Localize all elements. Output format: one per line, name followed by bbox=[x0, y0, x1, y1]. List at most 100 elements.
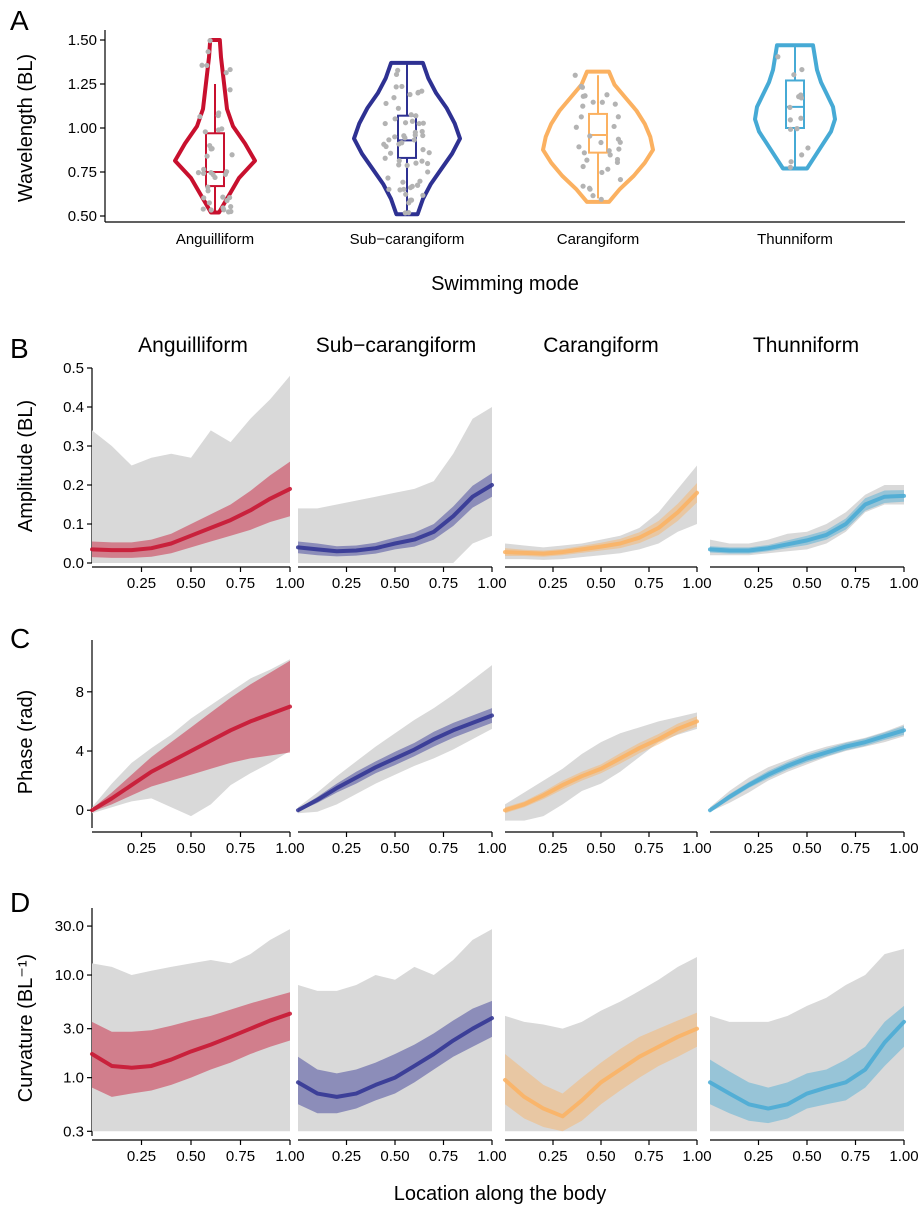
facet-title-sub-carangiform: Sub−carangiform bbox=[316, 334, 477, 357]
data-point-sub-carangiform bbox=[393, 71, 400, 78]
x-tick-label-carangiform: 0.50 bbox=[586, 1148, 615, 1165]
data-point-carangiform bbox=[587, 133, 593, 139]
data-point-sub-carangiform bbox=[425, 169, 431, 175]
data-point-carangiform bbox=[598, 139, 604, 146]
panel-a-x-axis-title: Swimming mode bbox=[431, 273, 579, 295]
panel-label-d: D bbox=[10, 887, 30, 918]
data-point-sub-carangiform bbox=[382, 120, 388, 127]
data-point-anguilliform bbox=[204, 62, 210, 69]
data-point-carangiform bbox=[605, 166, 611, 172]
data-point-anguilliform bbox=[227, 66, 233, 73]
x-tick-label-thunniform: 1.00 bbox=[889, 575, 918, 592]
mean-line-thunniform bbox=[708, 728, 906, 813]
data-point-sub-carangiform bbox=[395, 67, 401, 73]
panel-b-y-axis-title: Amplitude (BL) bbox=[15, 400, 37, 532]
data-point-anguilliform bbox=[215, 112, 221, 119]
panel-label-a: A bbox=[10, 5, 29, 36]
x-tick-label-sub-carangiform: 0.75 bbox=[429, 575, 458, 592]
x-tick-label-sub-carangiform: 0.75 bbox=[429, 840, 458, 857]
mean-line-sub-carangiform bbox=[296, 483, 494, 554]
band-carangiform bbox=[505, 1012, 697, 1132]
band-anguilliform bbox=[92, 660, 290, 812]
data-point-anguilliform bbox=[228, 204, 234, 210]
panel-a-y-tick-label: 1.00 bbox=[68, 120, 97, 137]
panelC-y-tick-label: 4 bbox=[76, 743, 84, 760]
data-point-sub-carangiform bbox=[396, 162, 402, 168]
band-carangiform bbox=[505, 483, 697, 557]
panelB-y-tick-label: 0.3 bbox=[63, 438, 84, 455]
panelC-facet-carangiform: 0.25 0.50 0.75 1.00 bbox=[503, 712, 712, 857]
data-point-anguilliform bbox=[229, 152, 235, 158]
data-point-carangiform bbox=[615, 114, 621, 120]
data-point-sub-carangiform bbox=[404, 162, 410, 168]
violin-carangiform bbox=[541, 69, 655, 204]
panelC-facet-thunniform: 0.25 0.50 0.75 1.00 bbox=[708, 724, 919, 857]
data-point-sub-carangiform bbox=[392, 116, 398, 122]
x-tick-label-anguilliform: 0.25 bbox=[127, 575, 156, 592]
envelope-sub-carangiform bbox=[298, 665, 492, 814]
x-tick-label-sub-carangiform: 0.50 bbox=[380, 840, 409, 857]
data-point-anguilliform bbox=[206, 200, 212, 206]
data-point-anguilliform bbox=[208, 169, 214, 176]
x-tick-label-thunniform: 1.00 bbox=[889, 840, 918, 857]
data-point-sub-carangiform bbox=[426, 150, 432, 156]
x-tick-label-thunniform: 0.50 bbox=[792, 1148, 821, 1165]
mean-line-sub-carangiform bbox=[296, 713, 494, 813]
data-point-sub-carangiform bbox=[413, 160, 419, 166]
x-tick-label-anguilliform: 0.75 bbox=[226, 840, 255, 857]
x-tick-label-carangiform: 0.75 bbox=[634, 840, 663, 857]
mean-line-carangiform bbox=[503, 719, 699, 813]
data-point-sub-carangiform bbox=[396, 158, 402, 164]
panel-b-amplitude-chart: 0.00.10.20.30.40.50.25 0.50 0.75 1.00 0.25 0.… bbox=[63, 360, 918, 592]
violin-sub-carangiform bbox=[352, 60, 462, 217]
panelD-y-tick-label: 10.0 bbox=[55, 967, 84, 984]
violin-thunniform bbox=[753, 43, 837, 171]
data-point-carangiform bbox=[614, 156, 621, 163]
data-point-thunniform bbox=[787, 164, 793, 170]
data-point-sub-carangiform bbox=[396, 141, 402, 147]
x-tick-label-carangiform: 0.50 bbox=[586, 840, 615, 857]
data-point-sub-carangiform bbox=[385, 175, 391, 181]
data-point-carangiform bbox=[576, 144, 582, 150]
data-point-sub-carangiform bbox=[417, 178, 423, 184]
data-point-sub-carangiform bbox=[407, 184, 414, 191]
facet-title-carangiform: Carangiform bbox=[543, 334, 659, 357]
mean-line-sub-carangiform bbox=[296, 1016, 494, 1099]
panelD-y-tick-label: 30.0 bbox=[55, 918, 84, 935]
data-point-sub-carangiform bbox=[392, 134, 398, 140]
data-point-carangiform bbox=[580, 163, 586, 170]
data-point-anguilliform bbox=[200, 206, 206, 212]
data-point-anguilliform bbox=[227, 194, 233, 201]
data-point-sub-carangiform bbox=[386, 137, 392, 143]
data-point-carangiform bbox=[581, 150, 587, 156]
facet-title-thunniform: Thunniform bbox=[753, 334, 859, 357]
data-point-sub-carangiform bbox=[424, 160, 431, 167]
data-point-thunniform bbox=[791, 72, 797, 78]
data-point-carangiform bbox=[611, 123, 617, 130]
x-tick-label-thunniform: 0.25 bbox=[744, 840, 773, 857]
x-tick-label-anguilliform: 0.25 bbox=[127, 840, 156, 857]
band-thunniform bbox=[710, 1005, 904, 1124]
x-tick-label-sub-carangiform: 0.75 bbox=[429, 1148, 458, 1165]
panel-d-curvature-chart: 0.3 1.0 3.0 10.0 30.0 0.25 0.50 0.75 1.00 0.25 0.5… bbox=[55, 908, 919, 1165]
mean-line-anguilliform bbox=[90, 486, 292, 553]
data-point-anguilliform bbox=[207, 38, 213, 44]
data-point-anguilliform bbox=[228, 208, 234, 215]
envelope-thunniform bbox=[710, 948, 904, 1132]
data-point-sub-carangiform bbox=[391, 95, 397, 101]
panelD-y-tick-label: 1.0 bbox=[63, 1070, 84, 1087]
panelB-facet-anguilliform: 0.25 0.50 0.75 1.00 bbox=[90, 375, 305, 592]
x-tick-label-anguilliform: 0.50 bbox=[176, 1148, 205, 1165]
data-point-carangiform bbox=[598, 196, 604, 202]
panelD-y-tick-label: 0.3 bbox=[63, 1123, 84, 1140]
panelB-facet-sub-carangiform: 0.25 0.50 0.75 1.00 bbox=[296, 407, 507, 592]
panel-a-y-tick-label: 0.75 bbox=[68, 164, 97, 181]
band-anguilliform bbox=[92, 992, 290, 1097]
data-point-anguilliform bbox=[224, 169, 230, 175]
band-thunniform bbox=[710, 725, 904, 812]
data-point-sub-carangiform bbox=[420, 192, 426, 198]
data-point-anguilliform bbox=[202, 129, 208, 135]
data-point-carangiform bbox=[599, 169, 605, 176]
data-point-carangiform bbox=[616, 146, 622, 152]
x-tick-label-thunniform: 0.50 bbox=[792, 575, 821, 592]
